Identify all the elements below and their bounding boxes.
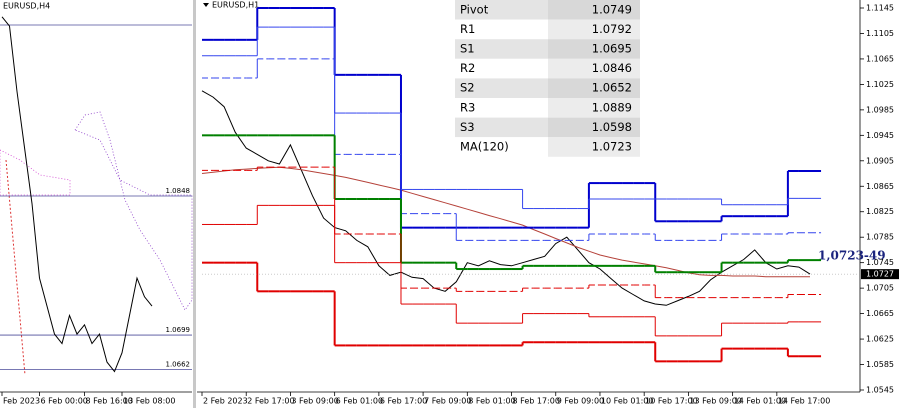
y-tick-label: 1.0905 — [866, 156, 894, 165]
y-tick-label: 1.1145 — [866, 4, 894, 13]
y-tick-label: 1.1065 — [866, 54, 894, 63]
table-label: R2 — [460, 61, 475, 75]
table-value: 1.0749 — [592, 2, 632, 16]
table-cell — [455, 137, 548, 157]
table-value: 1.0723 — [592, 140, 632, 154]
x-tick-label: 10 Feb 17:00 — [645, 397, 697, 406]
x-tick-label: Feb 2023 — [3, 397, 40, 406]
y-tick-label: 1.0985 — [866, 105, 894, 114]
y-tick-label: 1.0825 — [866, 207, 894, 216]
table-value: 1.0695 — [592, 42, 632, 56]
x-tick-label: 6 Feb 01:00 — [336, 397, 383, 406]
x-tick-label: 13 Feb 09:00 — [689, 397, 741, 406]
table-value: 1.0889 — [592, 100, 632, 114]
table-value: 1.0598 — [592, 120, 632, 134]
table-label: S1 — [460, 42, 475, 56]
x-tick-label: 6 Feb 17:00 — [380, 397, 427, 406]
level-label: 1.0662 — [166, 361, 191, 369]
price-line — [201, 90, 811, 306]
chart-title: EURUSD,H4 — [3, 2, 50, 11]
table-label: R3 — [460, 100, 475, 114]
level-label: 1.0848 — [166, 187, 191, 195]
table-value: 1.0792 — [592, 22, 632, 36]
y-tick-label: 1.0785 — [866, 233, 894, 242]
panel-separator — [193, 0, 196, 408]
table-cell — [548, 0, 640, 20]
y-tick-label: 1.0545 — [866, 386, 894, 395]
x-tick-label: 2 Feb 2023 — [203, 397, 248, 406]
x-tick-label: 13 Feb 08:00 — [123, 397, 175, 406]
x-tick-label: 8 Feb 17:00 — [513, 397, 560, 406]
table-cell — [455, 98, 548, 118]
y-tick-label: 1.0625 — [866, 335, 894, 344]
table-cell — [455, 39, 548, 59]
table-cell — [455, 58, 548, 79]
annotation: 1,0723-49 — [818, 249, 886, 263]
x-tick-label: 10 Feb 01:00 — [601, 397, 653, 406]
x-tick-label: 6 Feb 00:00 — [41, 397, 88, 406]
table-cell — [548, 98, 640, 118]
y-tick-label: 1.0665 — [866, 309, 894, 318]
table-cell — [548, 19, 640, 40]
x-tick-label: 8 Feb 01:00 — [468, 397, 515, 406]
y-tick-label: 1.0865 — [866, 182, 894, 191]
x-tick-label: 14 Feb 01:00 — [734, 397, 786, 406]
table-cell — [548, 137, 640, 157]
x-tick-label: 3 Feb 09:00 — [291, 397, 338, 406]
table-cell — [455, 78, 548, 98]
x-tick-label: 9 Feb 09:00 — [557, 397, 604, 406]
x-tick-label: 2 Feb 17:00 — [247, 397, 294, 406]
price-line — [201, 166, 810, 278]
table-label: R1 — [460, 22, 475, 36]
y-tick-label: 1.0705 — [866, 284, 894, 293]
dropdown-icon[interactable] — [203, 3, 209, 7]
table-cell — [548, 39, 640, 59]
chart-title: EURUSD,H1 — [212, 1, 259, 10]
y-tick-label: 1.0585 — [866, 360, 894, 369]
x-tick-label: 14 Feb 17:00 — [778, 397, 830, 406]
x-tick-label: 7 Feb 09:00 — [424, 397, 471, 406]
table-cell — [455, 0, 548, 20]
ichimoku-cloud — [74, 111, 193, 311]
level-label: 1.0699 — [166, 326, 191, 334]
table-value: 1.0652 — [592, 81, 632, 95]
x-tick-label: 8 Feb 16:00 — [86, 397, 133, 406]
table-cell — [455, 117, 548, 138]
table-label: S3 — [460, 120, 475, 134]
last-price-label: 1.0727 — [866, 270, 894, 279]
table-cell — [455, 19, 548, 40]
y-tick-label: 1.1025 — [866, 80, 894, 89]
y-tick-label: 1.1105 — [866, 29, 894, 38]
table-label: S2 — [460, 81, 475, 95]
y-tick-label: 1.0945 — [866, 131, 894, 140]
table-label: MA(120) — [460, 140, 509, 154]
table-value: 1.0846 — [592, 61, 632, 75]
table-cell — [548, 117, 640, 138]
price-line — [1, 16, 153, 373]
table-cell — [548, 78, 640, 98]
table-cell — [548, 58, 640, 79]
last-price-tag — [861, 269, 899, 280]
y-tick-label: 1.0745 — [866, 258, 894, 267]
table-label: Pivot — [460, 2, 489, 16]
